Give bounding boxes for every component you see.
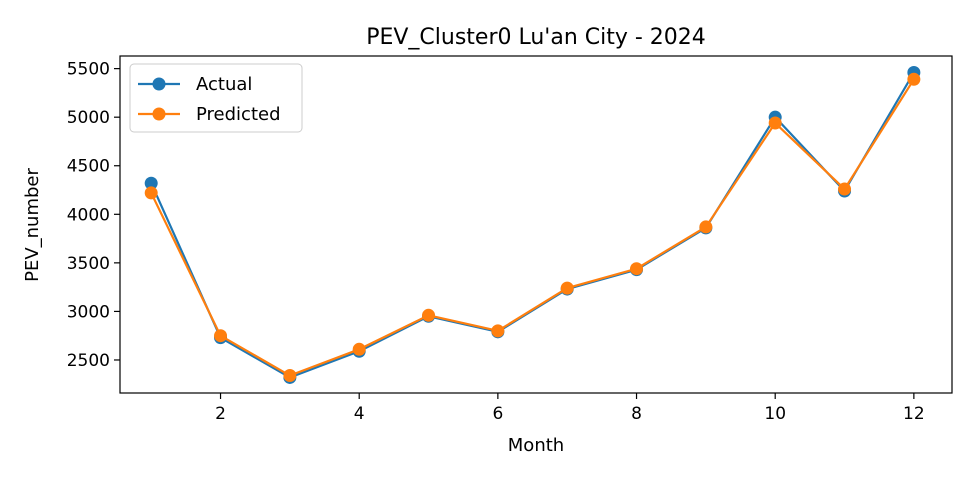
data-point-predicted <box>283 369 297 383</box>
y-axis: 2500 3000 3500 4000 4500 5000 5500 <box>67 60 120 371</box>
data-point-predicted <box>838 182 852 196</box>
x-tick-label: 10 <box>764 404 786 424</box>
data-point-predicted <box>352 342 366 356</box>
y-tick-label: 3500 <box>67 254 110 274</box>
legend-marker-actual <box>152 77 166 91</box>
x-axis: 2 4 6 8 10 12 <box>215 393 925 424</box>
series-line-predicted <box>150 78 915 377</box>
x-tick-label: 8 <box>631 404 642 424</box>
y-tick-label: 2500 <box>67 351 110 371</box>
data-point-predicted <box>144 186 158 200</box>
data-point-predicted <box>907 72 921 86</box>
y-tick-label: 3000 <box>67 302 110 322</box>
legend: Actual Predicted <box>129 63 303 133</box>
x-tick-label: 2 <box>215 404 226 424</box>
y-tick-label: 4500 <box>67 157 110 177</box>
data-point-actual <box>144 176 158 190</box>
plot-area <box>144 66 921 384</box>
y-tick-label: 5000 <box>67 108 110 128</box>
chart-title: PEV_Cluster0 Lu'an City - 2024 <box>366 25 706 50</box>
data-point-predicted <box>422 308 436 322</box>
axes-frame <box>119 55 953 394</box>
data-point-predicted <box>214 329 228 343</box>
data-point-predicted <box>630 262 644 276</box>
x-tick-label: 12 <box>903 404 925 424</box>
x-axis-label: Month <box>508 435 564 456</box>
data-point-predicted <box>491 324 505 338</box>
x-tick-label: 6 <box>492 404 503 424</box>
legend-label-actual: Actual <box>196 74 252 95</box>
x-tick-label: 4 <box>354 404 365 424</box>
legend-label-predicted: Predicted <box>196 104 281 125</box>
data-point-predicted <box>768 116 782 130</box>
y-tick-label: 5500 <box>67 60 110 80</box>
y-tick-label: 4000 <box>67 205 110 225</box>
data-point-predicted <box>560 281 574 295</box>
legend-marker-predicted <box>152 107 166 121</box>
data-point-predicted <box>699 220 713 234</box>
y-axis-label: PEV_number <box>22 168 43 282</box>
